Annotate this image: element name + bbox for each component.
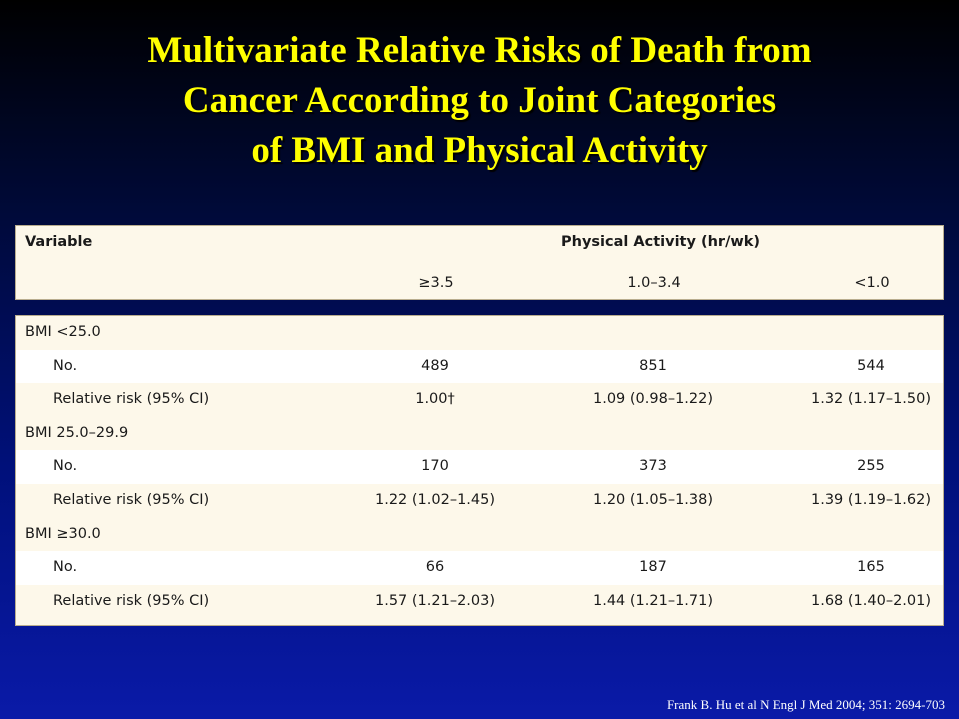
cell-value: 544	[857, 357, 885, 374]
cell-value: 1.20 (1.05–1.38)	[592, 492, 714, 508]
title-line-1: Multivariate Relative Risks of Death fro…	[147, 30, 812, 71]
variable-header: Variable	[25, 234, 93, 250]
cell-value: 1.57 (1.21–2.03)	[374, 592, 496, 609]
cell-value: 1.39 (1.19–1.62)	[810, 492, 932, 508]
table-row: Relative risk (95% CI) 1.57 (1.21–2.03) …	[16, 585, 943, 619]
group-row: BMI <25.0	[16, 316, 943, 350]
slide-title: Multivariate Relative Risks of Death fro…	[0, 26, 959, 176]
cell-value: 255	[857, 458, 885, 475]
table-row: Relative risk (95% CI) 1.00† 1.09 (0.98–…	[16, 383, 943, 417]
row-label: Relative risk (95% CI)	[53, 492, 210, 508]
group-row: BMI 25.0–29.9	[16, 417, 943, 451]
cell-value: 66	[425, 559, 445, 576]
physical-activity-header: Physical Activity (hr/wk)	[561, 234, 761, 250]
title-line-3: of BMI and Physical Activity	[251, 130, 708, 171]
cell-value: 1.68 (1.40–2.01)	[810, 592, 932, 609]
title-line-2: Cancer According to Joint Categories	[182, 80, 777, 121]
citation: Frank B. Hu et al N Engl J Med 2004; 351…	[666, 697, 945, 712]
table-header: Variable Physical Activity (hr/wk) ≥3.5 …	[15, 225, 944, 300]
cell-value: 489	[421, 357, 449, 374]
group-label: BMI ≥30.0	[25, 525, 101, 542]
column-header-low-activity: <1.0	[854, 275, 890, 291]
table-row: No. 489 851 544	[16, 349, 943, 384]
cell-value: 1.32 (1.17–1.50)	[810, 391, 932, 408]
table-body: BMI <25.0 No. 489 851 544 Relative risk …	[15, 315, 944, 626]
cell-value: 1.00†	[415, 391, 455, 408]
cell-value: 1.09 (0.98–1.22)	[592, 391, 714, 408]
cell-value: 1.22 (1.02–1.45)	[374, 492, 496, 508]
cell-value: 851	[639, 357, 667, 374]
group-row: BMI ≥30.0	[16, 518, 943, 552]
group-label: BMI <25.0	[25, 324, 101, 340]
cell-value: 373	[639, 458, 667, 475]
cell-value: 187	[639, 559, 667, 576]
row-label: No.	[53, 559, 78, 576]
cell-value: 1.44 (1.21–1.71)	[592, 592, 714, 609]
row-label: Relative risk (95% CI)	[53, 592, 210, 609]
cell-value: 165	[857, 559, 885, 576]
table-row: No. 170 373 255	[16, 450, 943, 484]
table-row: No. 66 187 165	[16, 551, 943, 585]
column-header-high-activity: ≥3.5	[418, 275, 454, 291]
cell-value: 170	[421, 458, 449, 475]
row-label: No.	[53, 458, 78, 475]
column-header-mid-activity: 1.0–3.4	[627, 275, 681, 291]
group-label: BMI 25.0–29.9	[25, 424, 129, 441]
row-label: No.	[53, 357, 78, 374]
row-label: Relative risk (95% CI)	[53, 391, 210, 408]
table-row: Relative risk (95% CI) 1.22 (1.02–1.45) …	[16, 484, 943, 518]
